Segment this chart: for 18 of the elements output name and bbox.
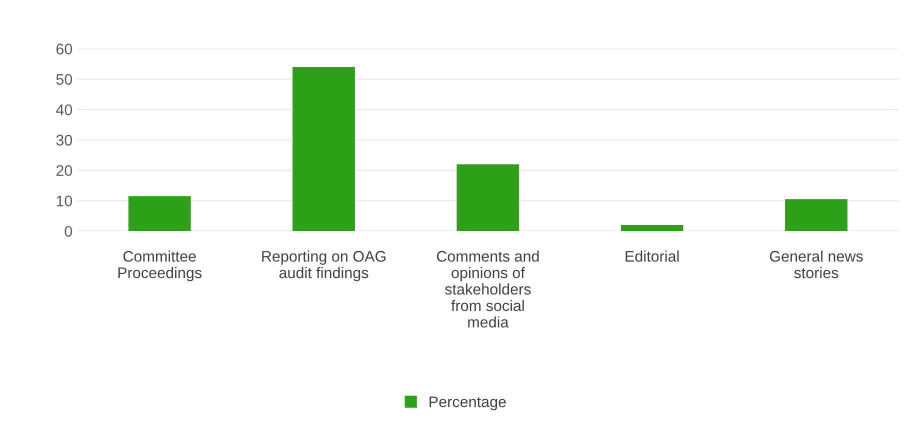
y-tick-label: 20	[56, 165, 72, 176]
bar	[292, 66, 355, 232]
y-tick-label: 10	[56, 196, 72, 206]
bar	[456, 164, 520, 232]
legend-label: Percentage	[430, 396, 506, 410]
x-tick-label: Editorial	[626, 250, 679, 262]
y-tick-label: 40	[56, 104, 72, 116]
x-tick-label: Comments and opinions of stakeholders from social media	[436, 250, 539, 328]
x-tick-label: Committee Proceedings	[118, 250, 202, 282]
y-tick-label: 0	[64, 226, 72, 237]
y-tick-label: 60	[56, 44, 72, 54]
x-tick-label: Reporting on OAG audit findings	[262, 250, 386, 282]
y-tick-label: 50	[56, 74, 72, 85]
x-tick-label: General news stories	[770, 250, 863, 278]
bar	[128, 196, 191, 232]
bar	[620, 225, 684, 232]
y-tick-label: 30	[56, 134, 72, 146]
bar	[785, 199, 848, 232]
